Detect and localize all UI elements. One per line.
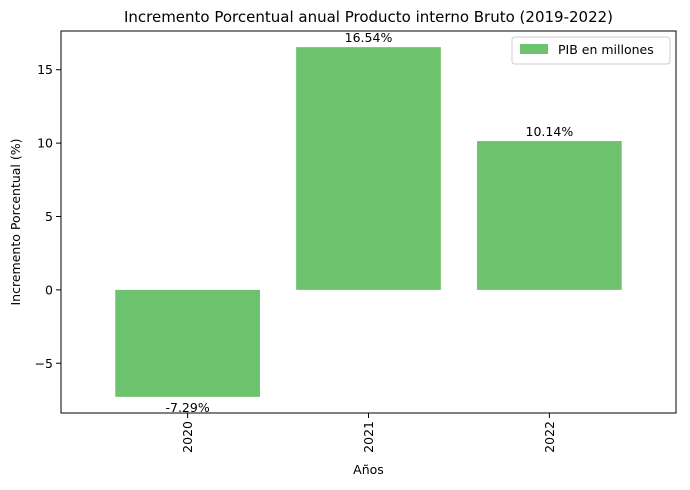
legend-swatch bbox=[520, 44, 548, 54]
x-tick-label-2021: 2021 bbox=[361, 421, 376, 453]
x-tick-label-2022: 2022 bbox=[542, 421, 557, 453]
y-tick-label-10: 10 bbox=[37, 136, 53, 151]
legend: PIB en millones bbox=[511, 36, 671, 65]
data-label-2020: -7.29% bbox=[166, 400, 210, 415]
bar-2020 bbox=[115, 289, 260, 397]
x-axis-label: Años bbox=[353, 462, 384, 477]
x-tick-label-2020: 2020 bbox=[180, 421, 195, 453]
data-label-2022: 10.14% bbox=[526, 124, 574, 139]
chart-title: Incremento Porcentual anual Producto int… bbox=[124, 8, 613, 26]
legend-label: PIB en millones bbox=[558, 42, 654, 57]
plot-area: -7.29% 16.54% 10.14% −5 0 5 10 15 2020 2021 2022 bbox=[35, 30, 677, 453]
y-tick-label-0: 0 bbox=[45, 282, 53, 297]
bar-2021 bbox=[296, 47, 441, 290]
plot-frame bbox=[60, 30, 677, 414]
y-tick-label-5: 5 bbox=[45, 209, 53, 224]
y-tick-label-15: 15 bbox=[37, 62, 53, 77]
legend-box bbox=[511, 36, 671, 65]
y-axis-label: Incremento Porcentual (%) bbox=[8, 139, 23, 306]
bar-2022 bbox=[477, 141, 622, 290]
y-tick-label--5: −5 bbox=[35, 356, 53, 371]
data-label-2021: 16.54% bbox=[345, 30, 393, 45]
